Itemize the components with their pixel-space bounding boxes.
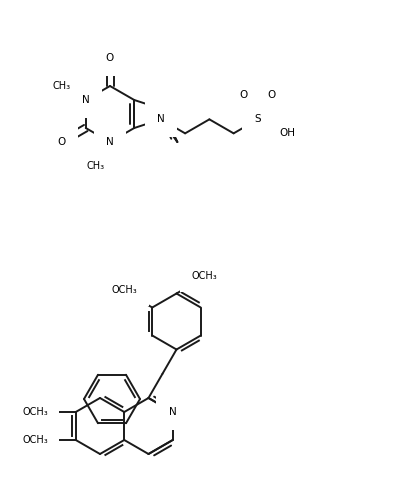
Text: N: N <box>82 95 90 105</box>
Text: N: N <box>106 137 114 147</box>
Text: CH₃: CH₃ <box>87 161 105 171</box>
Text: O: O <box>106 53 114 63</box>
Text: O: O <box>268 90 276 100</box>
Text: S: S <box>255 114 261 124</box>
Text: OCH₃: OCH₃ <box>111 284 137 294</box>
Text: O: O <box>58 137 66 147</box>
Text: OH: OH <box>279 129 295 138</box>
Text: OCH₃: OCH₃ <box>22 407 48 417</box>
Text: N: N <box>169 407 177 417</box>
Text: OCH₃: OCH₃ <box>192 271 217 281</box>
Text: OCH₃: OCH₃ <box>22 435 48 445</box>
Text: N: N <box>157 114 165 124</box>
Text: O: O <box>240 90 248 100</box>
Text: N: N <box>157 104 165 114</box>
Text: CH₃: CH₃ <box>52 81 70 91</box>
